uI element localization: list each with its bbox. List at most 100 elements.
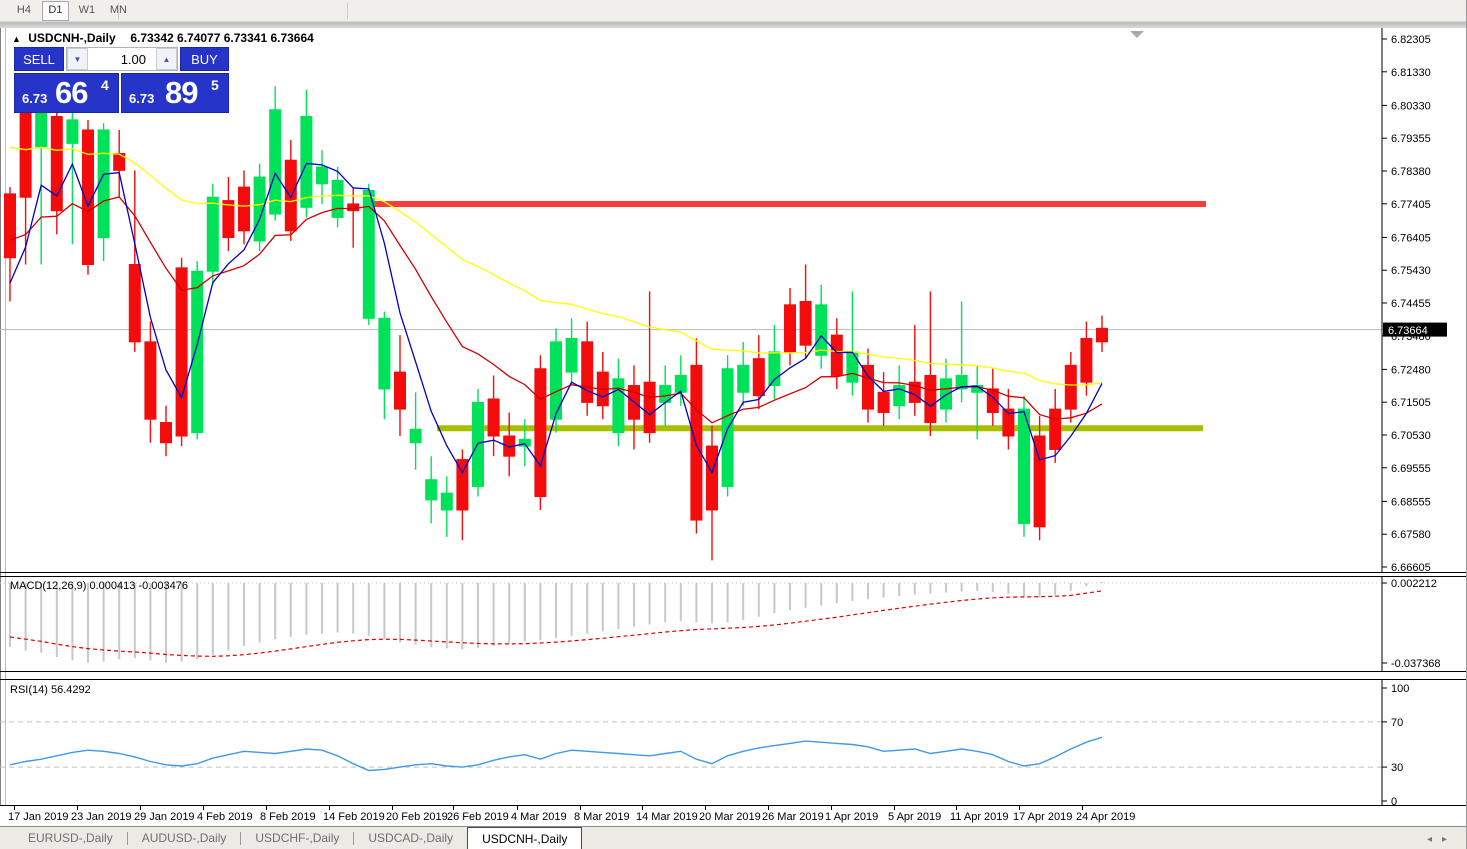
candle-body [924,374,937,424]
timeframe-button-h4[interactable]: H4 [16,4,31,16]
svg-text:6.79355: 6.79355 [1391,133,1431,145]
macd-axis-label: 0.002212 [1391,578,1437,590]
candle-body [4,193,16,259]
date-tick [705,806,706,810]
window-left-border-inner [5,28,6,849]
svg-text:6.67580: 6.67580 [1391,529,1431,541]
panel-divider[interactable] [0,671,1466,672]
chart-tab-usdchf[interactable]: USDCHF-,Daily [255,831,340,845]
volume-input[interactable] [88,48,156,70]
candle-body [674,374,687,393]
chart-tab-eurusd[interactable]: EURUSD-,Daily [28,831,113,845]
collapse-triangle-icon[interactable]: ▲ [12,34,21,44]
candle-body [97,129,110,239]
timeframe-button-w1[interactable]: W1 [78,4,96,16]
candle-body [331,179,344,218]
date-axis-label: 29 Jan 2019 [134,811,195,823]
candle-body [799,300,812,346]
candle-body [440,492,453,511]
svg-text:6.71505: 6.71505 [1391,397,1431,409]
candle-body [19,112,32,198]
scroll-to-end-icon[interactable] [1130,31,1144,38]
tab-scroll-arrows[interactable]: ◂▸ [1426,834,1457,845]
svg-text:6.66605: 6.66605 [1391,562,1431,573]
volume-spinner: ▼ ▲ [66,47,178,71]
candle-body [846,351,859,383]
date-axis-label: 23 Jan 2019 [71,811,132,823]
rsi-axis-label: 0 [1391,796,1397,805]
candle-body [752,358,765,397]
rsi-axis-label: 70 [1391,717,1403,729]
window-left-border [0,28,1,849]
svg-text:6.68555: 6.68555 [1391,496,1431,508]
date-tick [140,806,141,810]
svg-text:6.76405: 6.76405 [1391,232,1431,244]
candle-body [269,109,282,215]
candles-layer [4,85,1108,561]
date-axis-label: 14 Mar 2019 [636,811,698,823]
volume-increase-button[interactable]: ▲ [156,48,177,70]
macd-signal-line [9,590,1103,657]
candle-body [737,364,750,393]
candle-body [253,176,266,242]
date-axis-label: 5 Apr 2019 [888,811,942,823]
chart-tab-usdcad[interactable]: USDCAD-,Daily [368,831,454,845]
buy-price-prefix: 6.73 [129,91,155,106]
svg-text:6.75430: 6.75430 [1391,265,1431,277]
date-tick [77,806,78,810]
date-tick [329,806,330,810]
volume-decrease-button[interactable]: ▼ [67,48,88,70]
date-axis-label: 4 Mar 2019 [511,811,567,823]
svg-text:6.81330: 6.81330 [1391,67,1431,79]
candle-body [160,422,172,444]
rsi-axis-label: 100 [1391,683,1409,695]
candle-body [82,129,94,265]
macd-histogram [9,582,1103,663]
rsi-indicator-panel[interactable]: 100 70 30 0 [0,680,1467,805]
macd-indicator-panel[interactable]: 0.002212 -0.037368 [0,577,1467,671]
date-tick [453,806,454,810]
date-tick [1082,806,1083,810]
chart-symbol-label: USDCNH-,Daily [28,31,116,45]
one-click-trading-panel: SELL ▼ ▲ BUY 6.73 66 4 6.73 89 5 [14,47,229,113]
candle-body [394,371,406,410]
chart-tab-usdcnh[interactable]: USDCNH-,Daily [467,827,583,849]
date-axis-label: 20 Feb 2019 [386,811,448,823]
candle-body [784,304,796,353]
candle-body [191,270,204,434]
candle-body [690,364,703,521]
sell-quote-button[interactable]: 6.73 66 4 [14,73,119,113]
candle-body [206,196,219,272]
date-axis: 17 Jan 2019 23 Jan 2019 29 Jan 2019 4 Feb 2… [0,805,1466,826]
candle-body [518,438,531,447]
date-axis-label: 17 Jan 2019 [8,811,69,823]
buy-price-pip: 5 [211,77,219,93]
date-axis-label: 17 Apr 2019 [1013,811,1073,823]
sell-price-prefix: 6.73 [22,91,48,106]
candle-body [1064,364,1077,410]
candle-body [284,159,297,232]
candle-body [487,398,500,437]
tab-separator [353,832,355,845]
candle-body [222,200,235,239]
buy-button[interactable]: BUY [180,47,229,71]
candle-body [1049,408,1062,450]
chart-tab-audusd[interactable]: AUDUSD-,Daily [141,831,227,845]
candle-body [144,341,157,420]
candle-body [550,341,562,420]
main-price-chart[interactable]: 6.82305 6.81330 6.80330 6.79355 6.78380 6.774… [0,28,1467,573]
date-axis-label: 4 Feb 2019 [197,811,253,823]
candle-body [1080,337,1093,383]
candle-body [643,381,656,434]
buy-quote-button[interactable]: 6.73 89 5 [121,73,229,113]
ma-mid-line [9,196,1103,424]
date-tick [831,806,832,810]
sell-button[interactable]: SELL [14,47,64,71]
svg-text:6.82305: 6.82305 [1391,34,1431,46]
date-axis-label: 8 Feb 2019 [260,811,316,823]
rsi-axis-label: 30 [1391,762,1403,774]
candle-body [300,116,313,208]
timeframe-button-d1[interactable]: D1 [41,1,69,21]
panel-divider[interactable] [0,572,1466,573]
